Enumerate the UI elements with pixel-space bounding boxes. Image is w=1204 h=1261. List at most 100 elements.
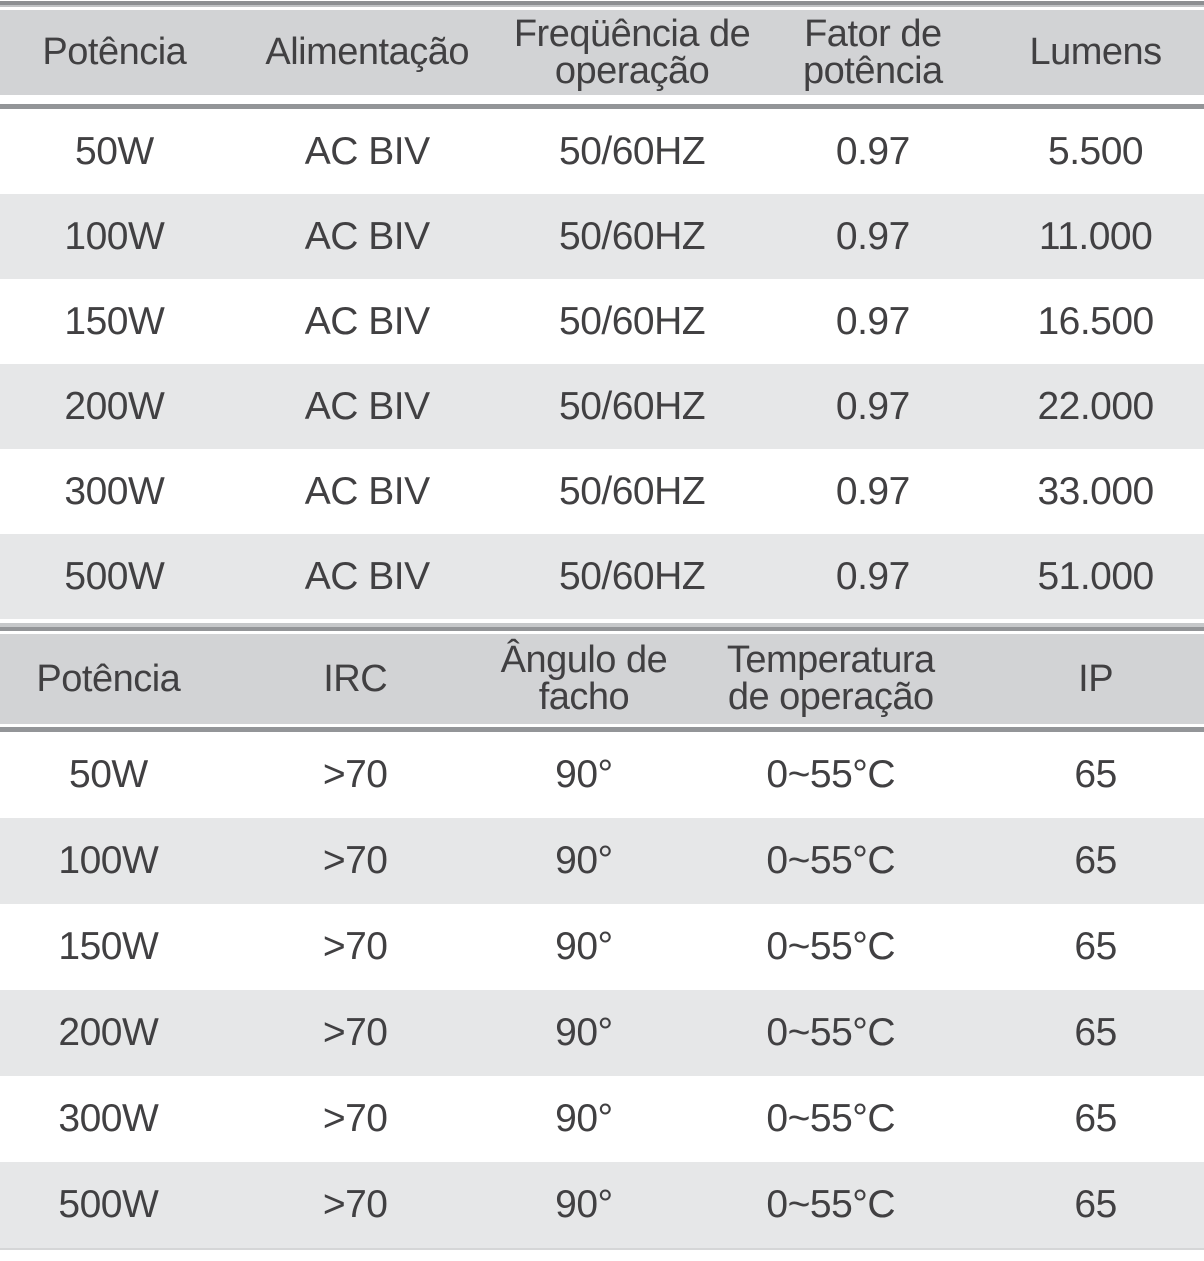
cell-lumens: 11.000 — [1038, 214, 1153, 258]
cell-fator: 0.97 — [835, 299, 910, 343]
header-irc: IRC — [217, 657, 494, 700]
cell-ip: 65 — [1074, 753, 1117, 796]
header-underline-rule — [0, 104, 1204, 109]
cell-alimentacao: AC BIV — [304, 554, 430, 598]
cell-temperatura: 0~55°C — [766, 839, 896, 882]
cell-alimentacao: AC BIV — [304, 384, 430, 428]
header-alimentacao: Alimentação — [229, 31, 506, 73]
header-line: Fator de — [804, 12, 942, 55]
cell-fator: 0.97 — [835, 469, 910, 513]
cell-ip: 65 — [1074, 925, 1117, 968]
cell-lumens: 33.000 — [1037, 469, 1154, 513]
top-border-light-line — [0, 5, 1204, 7]
cell-fator: 0.97 — [835, 554, 910, 598]
cell-potencia: 300W — [64, 469, 165, 513]
header-lumens: Lumens — [987, 31, 1204, 73]
cell-potencia: 300W — [58, 1097, 159, 1140]
cell-potencia: 50W — [75, 129, 154, 173]
header-frequencia: Freqüência de operação — [506, 15, 759, 92]
cell-frequencia: 50/60HZ — [559, 554, 706, 598]
cell-frequencia: 50/60HZ — [559, 384, 706, 428]
cell-potencia: 100W — [58, 839, 159, 882]
cell-alimentacao: AC BIV — [304, 129, 430, 173]
cell-irc: >70 — [322, 753, 388, 796]
cell-potencia: 100W — [64, 214, 165, 258]
header-line: Lumens — [1029, 31, 1162, 73]
cell-temperatura: 0~55°C — [766, 1097, 896, 1140]
header-line: Potência — [42, 31, 187, 73]
cell-angulo: 90° — [555, 839, 613, 882]
cell-irc: >70 — [322, 839, 388, 882]
top-border-dark-line — [0, 1, 1204, 5]
row-50w: 50W >70 90° 0~55°C 65 — [0, 732, 1204, 818]
cell-potencia: 200W — [58, 1011, 159, 1054]
header-potencia: Potência — [0, 660, 217, 698]
cell-angulo: 90° — [555, 753, 613, 796]
row-100w: 100W AC BIV 50/60HZ 0.97 11.000 — [0, 194, 1204, 279]
header-line: IRC — [323, 657, 388, 700]
header-line: Alimentação — [265, 31, 470, 73]
cell-frequencia: 50/60HZ — [559, 129, 706, 173]
cell-irc: >70 — [322, 925, 388, 968]
cell-alimentacao: AC BIV — [304, 299, 430, 343]
electrical-spec-table: Potência Alimentação Freqüência de opera… — [0, 10, 1204, 619]
cell-fator: 0.97 — [835, 214, 910, 258]
row-150w: 150W AC BIV 50/60HZ 0.97 16.500 — [0, 279, 1204, 364]
table-separator-light-line — [0, 623, 1204, 627]
cell-potencia: 150W — [64, 299, 165, 343]
row-300w: 300W AC BIV 50/60HZ 0.97 33.000 — [0, 449, 1204, 534]
cell-irc: >70 — [322, 1183, 388, 1226]
cell-ip: 65 — [1074, 839, 1117, 882]
row-300w: 300W >70 90° 0~55°C 65 — [0, 1076, 1204, 1162]
cell-irc: >70 — [322, 1097, 388, 1140]
row-200w: 200W >70 90° 0~55°C 65 — [0, 990, 1204, 1076]
cell-fator: 0.97 — [835, 129, 910, 173]
cell-ip: 65 — [1074, 1011, 1117, 1054]
cell-temperatura: 0~55°C — [766, 753, 896, 796]
row-100w: 100W >70 90° 0~55°C 65 — [0, 818, 1204, 904]
header-line: facho — [538, 676, 630, 718]
optical-rows: 50W >70 90° 0~55°C 65 100W >70 90° 0~55°… — [0, 732, 1204, 1248]
header-line: Ângulo de — [500, 639, 668, 681]
cell-potencia: 150W — [58, 925, 159, 968]
cell-lumens: 16.500 — [1037, 299, 1154, 343]
header-line: Temperatura — [726, 639, 935, 681]
cell-temperatura: 0~55°C — [766, 925, 896, 968]
header-angulo-facho: Ângulo de facho — [494, 639, 675, 718]
header-line: IP — [1078, 657, 1114, 700]
cell-frequencia: 50/60HZ — [559, 214, 706, 258]
cell-angulo: 90° — [555, 1183, 613, 1226]
row-500w: 500W AC BIV 50/60HZ 0.97 51.000 — [0, 534, 1204, 619]
header-underline-rule — [0, 727, 1204, 732]
cell-potencia: 500W — [64, 554, 165, 598]
row-200w: 200W AC BIV 50/60HZ 0.97 22.000 — [0, 364, 1204, 449]
table-separator-dark-line — [0, 627, 1204, 631]
header-ip: IP — [987, 657, 1204, 700]
electrical-rows: 50W AC BIV 50/60HZ 0.97 5.500 100W AC BI… — [0, 109, 1204, 619]
cell-lumens: 22.000 — [1037, 384, 1154, 428]
header-potencia: Potência — [0, 31, 229, 73]
cell-potencia: 500W — [58, 1183, 159, 1226]
optical-header-row: Potência IRC Ângulo de facho Temperatura… — [0, 634, 1204, 724]
header-line: operação — [554, 49, 710, 92]
cell-potencia: 50W — [69, 753, 148, 796]
row-500w: 500W >70 90° 0~55°C 65 — [0, 1162, 1204, 1248]
cell-ip: 65 — [1074, 1183, 1117, 1226]
cell-irc: >70 — [322, 1011, 388, 1054]
cell-frequencia: 50/60HZ — [559, 469, 706, 513]
cell-alimentacao: AC BIV — [304, 214, 430, 258]
electrical-header-row: Potência Alimentação Freqüência de opera… — [0, 10, 1204, 95]
cell-angulo: 90° — [555, 1097, 613, 1140]
cell-lumens: 51.000 — [1037, 554, 1154, 598]
cell-lumens: 5.500 — [1048, 129, 1144, 173]
cell-angulo: 90° — [555, 1011, 613, 1054]
bottom-border-line — [0, 1248, 1204, 1250]
optical-spec-table: Potência IRC Ângulo de facho Temperatura… — [0, 634, 1204, 1248]
row-50w: 50W AC BIV 50/60HZ 0.97 5.500 — [0, 109, 1204, 194]
cell-temperatura: 0~55°C — [766, 1183, 896, 1226]
cell-angulo: 90° — [555, 925, 613, 968]
cell-potencia: 200W — [64, 384, 165, 428]
header-fator-potencia: Fator de potência — [758, 12, 987, 90]
cell-fator: 0.97 — [835, 384, 910, 428]
